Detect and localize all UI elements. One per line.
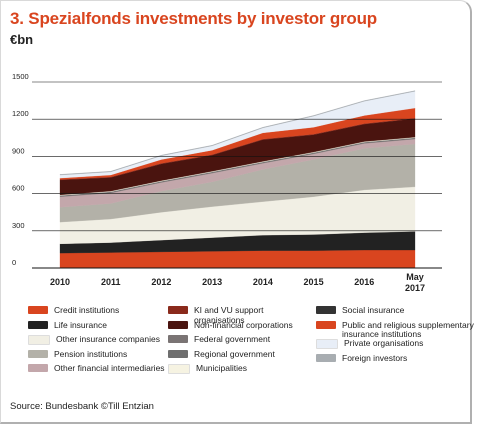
legend-item: KI and VU support organisations — [168, 305, 308, 325]
legend-item: Federal government — [168, 334, 308, 345]
legend-swatch — [316, 353, 336, 362]
legend-label: KI and VU support organisations — [194, 305, 264, 325]
source-note: Source: Bundesbank ©Till Entzian — [10, 401, 154, 412]
legend-swatch — [316, 339, 338, 349]
legend-item: Private organisations — [316, 338, 476, 349]
legend-label: Federal government — [194, 334, 271, 344]
legend-label: Foreign investors — [342, 352, 408, 363]
legend-label: Pension institutions — [54, 348, 128, 359]
legend-label: Private organisations — [344, 338, 424, 348]
legend-swatch — [168, 306, 188, 314]
x-tick-label: 2010 — [50, 277, 70, 287]
y-tick-label: 1500 — [12, 72, 29, 81]
y-tick-labels: 0 300 600 900 1200 1500 — [12, 72, 29, 267]
legend-item: Public and religious supplementary insur… — [316, 319, 476, 340]
legend-swatch — [28, 349, 48, 358]
legend-item: Social insurance — [316, 305, 476, 316]
area-layers — [59, 90, 416, 269]
legend-item: Other financial intermediaries — [28, 363, 168, 374]
area-series-0 — [59, 249, 416, 269]
legend-item: Regional government — [168, 348, 308, 360]
legend-swatch — [28, 320, 48, 329]
legend-label: Regional government — [194, 348, 275, 359]
x-tick-label: 2013 — [202, 277, 222, 287]
legend-label: Social insurance — [342, 305, 405, 315]
x-tick-label: 2011 — [101, 277, 121, 287]
y-tick-label: 900 — [12, 146, 25, 155]
legend-swatch — [168, 335, 188, 343]
y-tick-label: 300 — [12, 221, 25, 230]
legend-swatch — [28, 364, 48, 372]
legend-label: Non-financial corporations — [194, 319, 293, 330]
x-tick-label: 2015 — [304, 277, 324, 287]
legend-label: Credit institutions — [54, 305, 120, 315]
y-tick-label: 0 — [12, 258, 16, 267]
legend-item: Credit institutions — [28, 305, 168, 316]
legend-label: Other financial intermediaries — [54, 363, 165, 373]
gridlines — [32, 81, 442, 269]
y-tick-label: 1200 — [12, 109, 29, 118]
legend-swatch — [316, 320, 336, 329]
legend-label: Municipalities — [196, 363, 248, 373]
legend-swatch — [168, 364, 190, 374]
legend-item: Foreign investors — [316, 352, 476, 364]
legend-swatch — [28, 335, 50, 345]
legend-item: Other insurance companies — [28, 334, 168, 345]
legend-swatch — [168, 349, 188, 358]
legend-item: Municipalities — [168, 363, 308, 374]
x-tick-labels: 2010 2011 2012 2013 2014 2015 2016 May 2017 — [50, 272, 425, 293]
legend-swatch — [168, 320, 188, 329]
legend-label: Other insurance companies — [56, 334, 160, 344]
legend-swatch — [316, 306, 336, 314]
area-series-12 — [59, 90, 416, 176]
legend-item: Pension institutions — [28, 348, 168, 360]
x-tick-label: May 2017 — [405, 272, 425, 293]
legend: Credit institutions Life insurance Other i… — [20, 305, 474, 386]
chart-unit: €bn — [10, 32, 34, 47]
legend-label: Life insurance — [54, 319, 107, 330]
x-tick-label: 2012 — [151, 277, 171, 287]
y-tick-label: 600 — [12, 184, 25, 193]
legend-item: Non-financial corporations — [168, 319, 308, 331]
x-tick-label: 2014 — [253, 277, 273, 287]
legend-label: Public and religious supplementary insur… — [342, 319, 474, 339]
chart-title: 3. Spezialfonds investments by investor … — [10, 9, 377, 28]
x-tick-label: 2016 — [354, 277, 374, 287]
legend-swatch — [28, 306, 48, 314]
legend-item: Life insurance — [28, 319, 168, 331]
